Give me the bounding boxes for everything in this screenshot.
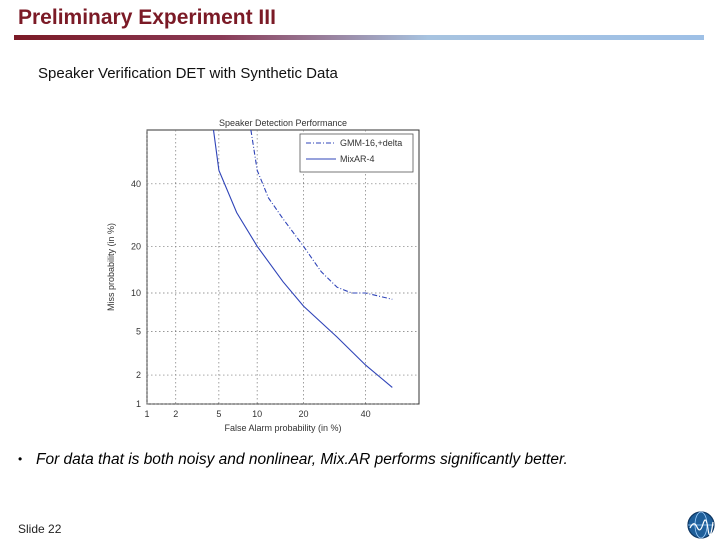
det-chart: 1 2 5 10 20 40 1 2 5 10 20 40 Speaker Detection Perf… bbox=[106, 118, 420, 433]
y-axis-label: Miss probability (in %) bbox=[106, 223, 116, 311]
slide-number: Slide 22 bbox=[18, 522, 62, 536]
x-tick-label: 2 bbox=[173, 409, 178, 419]
bullet-text: For data that is both noisy and nonlinea… bbox=[36, 451, 568, 468]
globe-logo-icon bbox=[687, 511, 715, 539]
x-tick-label: 1 bbox=[144, 409, 149, 419]
x-tick-label: 20 bbox=[299, 409, 309, 419]
chart-legend bbox=[299, 133, 414, 173]
x-axis-label: False Alarm probability (in %) bbox=[224, 423, 341, 433]
y-tick-label: 40 bbox=[131, 179, 141, 189]
x-tick-label: 5 bbox=[216, 409, 221, 419]
plot-area bbox=[146, 129, 420, 405]
y-tick-label: 10 bbox=[131, 288, 141, 298]
slide-subtitle: Speaker Verification DET with Synthetic … bbox=[38, 65, 338, 82]
x-tick-label: 40 bbox=[361, 409, 371, 419]
bullet-marker: • bbox=[18, 452, 23, 466]
legend-label-2: MixAR-4 bbox=[340, 154, 375, 164]
y-tick-label: 1 bbox=[136, 399, 141, 409]
slide-title: Preliminary Experiment III bbox=[18, 6, 276, 29]
title-divider bbox=[14, 35, 704, 40]
y-tick-label: 2 bbox=[136, 370, 141, 380]
legend-label-1: GMM-16,+delta bbox=[340, 138, 402, 148]
x-tick-label: 10 bbox=[252, 409, 262, 419]
y-tick-label: 20 bbox=[131, 241, 141, 251]
chart-title: Speaker Detection Performance bbox=[219, 118, 347, 128]
series-line-2 bbox=[212, 130, 393, 388]
y-tick-label: 5 bbox=[136, 327, 141, 337]
